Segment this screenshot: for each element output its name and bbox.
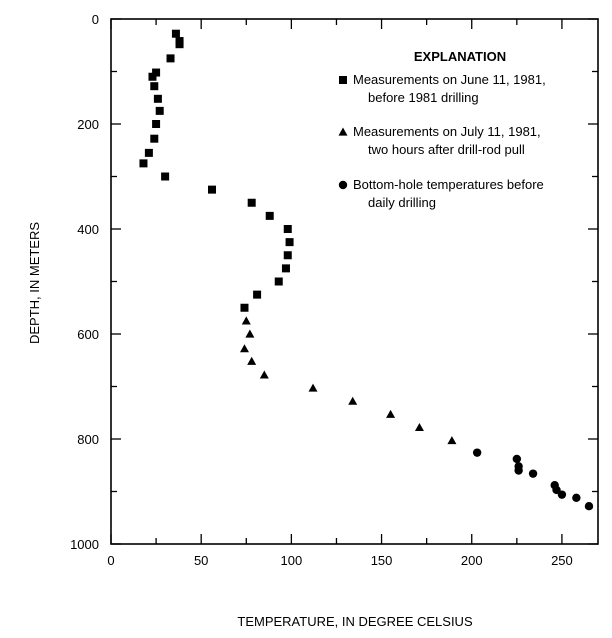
x-tick-label: 100 [281, 553, 303, 568]
x-axis-title: TEMPERATURE, IN DEGREE CELSIUS [237, 614, 473, 629]
data-point-square [208, 185, 217, 194]
legend-entry-line: Measurements on July 11, 1981, [353, 124, 541, 139]
legend-entry-line: Bottom-hole temperatures before [353, 177, 544, 192]
data-point-triangle [247, 356, 257, 365]
data-point-square [247, 198, 256, 207]
legend-entry-line: two hours after drill-rod pull [368, 142, 525, 157]
legend-entry-line: before 1981 drilling [368, 90, 479, 105]
data-point-triangle [447, 436, 457, 445]
data-point-square [265, 211, 274, 220]
data-point-square [175, 40, 184, 49]
data-point-square [274, 277, 283, 286]
data-point-square [166, 54, 175, 63]
data-point-triangle [414, 422, 424, 432]
data-point-square [148, 72, 157, 81]
legend-entry-line: Measurements on June 11, 1981, [353, 72, 546, 87]
x-tick-label: 0 [107, 553, 114, 568]
x-tick-label: 150 [371, 553, 393, 568]
data-point-square [240, 303, 249, 312]
y-tick-label: 200 [77, 117, 99, 132]
data-point-square [150, 134, 159, 143]
data-point-square [153, 94, 162, 103]
data-point-circle [552, 485, 561, 495]
data-point-circle [514, 466, 523, 475]
data-point-square [161, 172, 170, 181]
data-point-square [285, 238, 294, 247]
x-tick-label: 250 [551, 553, 573, 568]
legend-entry-line: daily drilling [368, 195, 436, 210]
data-point-circle [528, 469, 538, 478]
data-points-layer [139, 29, 594, 511]
legend-marker-circle [338, 180, 348, 190]
plot-frame-layer [110, 18, 599, 545]
data-point-triangle [308, 383, 318, 392]
plot-frame [110, 18, 599, 545]
data-point-square [171, 29, 180, 38]
y-tick-label: 400 [77, 222, 99, 237]
data-point-circle [512, 454, 522, 464]
data-point-square [152, 68, 161, 77]
legend: EXPLANATION Measurements on June 11, 1981… [338, 49, 546, 210]
data-point-square [253, 290, 262, 299]
y-tick-label: 600 [77, 327, 99, 342]
data-point-triangle [245, 329, 255, 338]
data-point-square [283, 225, 292, 233]
data-point-square [139, 159, 148, 168]
data-point-triangle [386, 409, 396, 418]
data-point-square [283, 251, 292, 260]
x-tick-label: 50 [194, 553, 208, 568]
y-tick-label: 800 [77, 432, 99, 447]
data-point-triangle [348, 396, 358, 405]
data-point-circle [472, 448, 482, 457]
data-point-square [152, 120, 161, 128]
data-point-square [155, 106, 164, 115]
data-point-circle [572, 493, 581, 502]
y-axis-title: DEPTH, IN METERS [27, 222, 42, 344]
data-point-square [281, 264, 290, 273]
y-tick-label: 0 [92, 12, 99, 27]
x-tick-label: 200 [461, 553, 483, 568]
y-tick-label: 1000 [70, 537, 99, 552]
data-point-triangle [239, 344, 249, 353]
legend-marker-triangle [338, 127, 348, 136]
data-point-square [144, 148, 153, 157]
data-point-circle [557, 490, 567, 499]
data-point-triangle [241, 316, 251, 325]
data-point-triangle [259, 370, 269, 379]
data-point-square [150, 82, 159, 91]
ticks-layer: 0 200 400 600 800 1000 0 50 100 150 200 250 [70, 12, 598, 568]
legend-marker-square [339, 76, 347, 84]
data-point-circle [584, 502, 594, 511]
legend-title: EXPLANATION [414, 49, 506, 64]
